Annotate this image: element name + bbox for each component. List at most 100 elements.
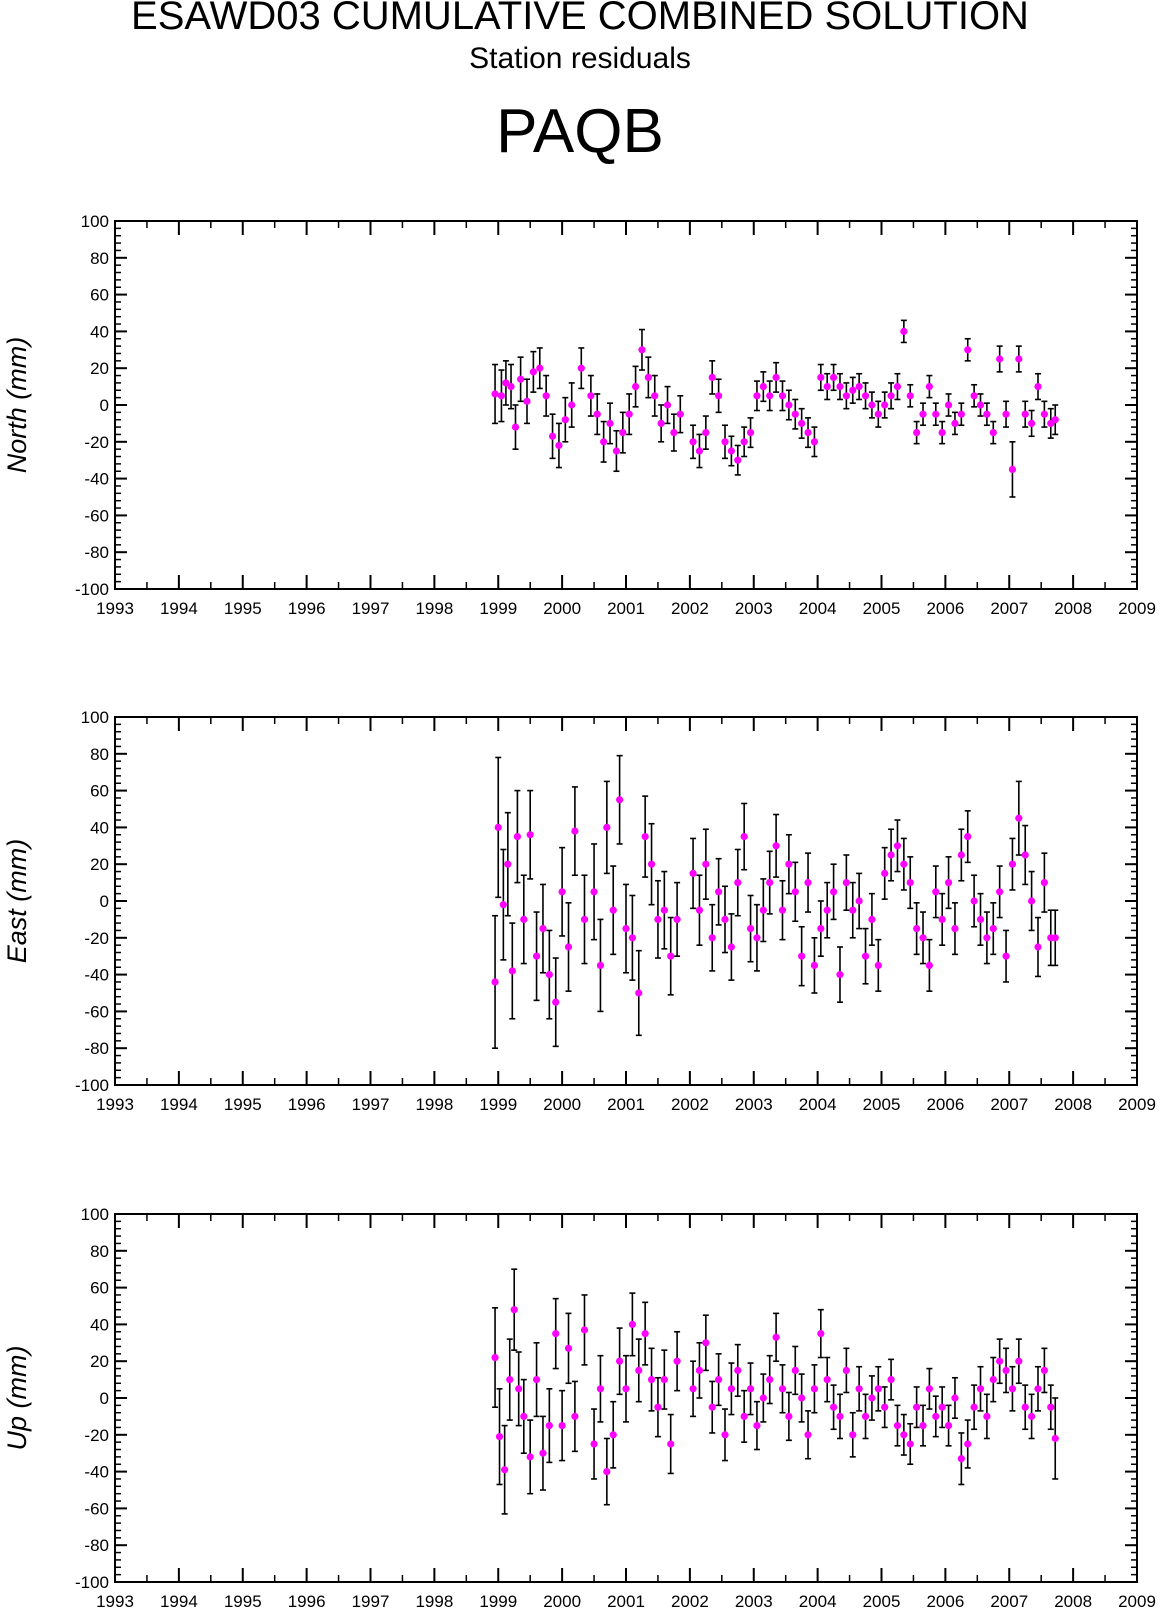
x-tick-label: 2003 <box>735 599 773 618</box>
data-point <box>647 1376 656 1384</box>
data-point <box>600 438 608 446</box>
data-point <box>721 915 729 924</box>
data-point <box>989 429 997 437</box>
x-tick-label: 1998 <box>415 599 453 618</box>
x-tick-label: 1994 <box>160 1592 198 1611</box>
data-point <box>881 401 889 409</box>
data-point <box>663 401 672 409</box>
data-point <box>906 879 914 887</box>
data-point <box>868 915 876 924</box>
data-point <box>900 1431 908 1439</box>
data-point <box>938 915 946 924</box>
data-point <box>555 441 563 450</box>
data-point <box>881 1403 889 1411</box>
data-point <box>1015 814 1023 822</box>
x-tick-label: 1996 <box>288 1592 326 1611</box>
data-point <box>571 1412 579 1420</box>
data-point <box>564 943 573 951</box>
data-point <box>983 934 991 942</box>
y-axis-label: East (mm) <box>2 839 32 964</box>
data-point <box>635 989 643 997</box>
data-point <box>568 401 576 409</box>
data-point <box>842 879 850 887</box>
data-point <box>823 906 831 914</box>
data-point <box>983 410 991 418</box>
x-tick-label: 2006 <box>926 1592 964 1611</box>
x-tick-label: 1994 <box>160 599 198 618</box>
data-point <box>580 1326 589 1334</box>
data-point <box>944 1422 953 1430</box>
data-point <box>596 1385 605 1393</box>
data-point <box>778 1385 787 1393</box>
data-point <box>654 915 662 924</box>
data-point <box>1028 1412 1036 1420</box>
data-point <box>753 934 761 942</box>
data-point <box>849 906 857 914</box>
data-point <box>708 373 716 381</box>
data-point <box>1040 410 1048 418</box>
chart-title: ESAWD03 CUMULATIVE COMBINED SOLUTION <box>131 0 1029 38</box>
data-point <box>587 392 595 400</box>
data-point <box>622 925 630 933</box>
data-point <box>1008 465 1017 473</box>
data-point <box>778 906 787 914</box>
data-point <box>491 978 499 986</box>
data-point <box>506 1376 514 1384</box>
data-point <box>913 1403 921 1411</box>
data-point <box>804 879 812 887</box>
x-tick-label: 2007 <box>990 1095 1028 1114</box>
y-tick-label: 100 <box>81 1205 109 1224</box>
data-point <box>638 346 646 354</box>
data-point <box>513 833 522 841</box>
data-point <box>702 1339 710 1347</box>
data-point <box>1051 416 1059 424</box>
y-tick-label: -40 <box>84 470 109 489</box>
y-tick-label: 40 <box>90 818 109 837</box>
data-point <box>497 392 506 400</box>
data-point <box>532 1376 541 1384</box>
data-point <box>817 925 825 933</box>
y-tick-label: -80 <box>84 543 109 562</box>
data-point <box>836 1412 844 1420</box>
data-point <box>906 392 914 400</box>
data-point <box>1021 410 1029 418</box>
data-point <box>734 456 742 464</box>
data-point <box>708 1403 716 1411</box>
y-tick-label: -100 <box>75 1573 109 1592</box>
data-point <box>603 1468 611 1476</box>
data-point <box>673 915 681 924</box>
data-point <box>759 1394 767 1402</box>
data-point <box>647 860 656 868</box>
data-point <box>983 1412 991 1420</box>
data-point <box>532 952 541 960</box>
data-point <box>667 1440 675 1448</box>
x-tick-label: 2007 <box>990 599 1028 618</box>
data-point <box>657 419 665 427</box>
data-point <box>938 1403 946 1411</box>
data-point <box>881 869 889 878</box>
data-point <box>964 346 972 354</box>
y-tick-label: 100 <box>81 212 109 231</box>
x-tick-label: 2003 <box>735 1592 773 1611</box>
data-point <box>893 1422 902 1430</box>
data-point <box>715 392 723 400</box>
x-tick-label: 1995 <box>224 599 262 618</box>
data-point <box>548 432 557 440</box>
station-name: PAQB <box>496 97 664 166</box>
data-point <box>616 1357 624 1365</box>
data-point <box>804 429 812 437</box>
data-point <box>1047 1403 1055 1411</box>
data-point <box>625 410 633 418</box>
data-point <box>727 447 735 455</box>
data-point <box>545 1422 553 1430</box>
data-point <box>641 833 649 841</box>
data-point <box>868 1394 876 1402</box>
x-tick-label: 2000 <box>543 1592 581 1611</box>
data-point <box>494 823 502 832</box>
data-point <box>925 1385 934 1393</box>
data-point <box>721 438 729 446</box>
x-tick-label: 2004 <box>799 599 837 618</box>
data-point <box>855 897 863 905</box>
data-point <box>689 438 697 446</box>
